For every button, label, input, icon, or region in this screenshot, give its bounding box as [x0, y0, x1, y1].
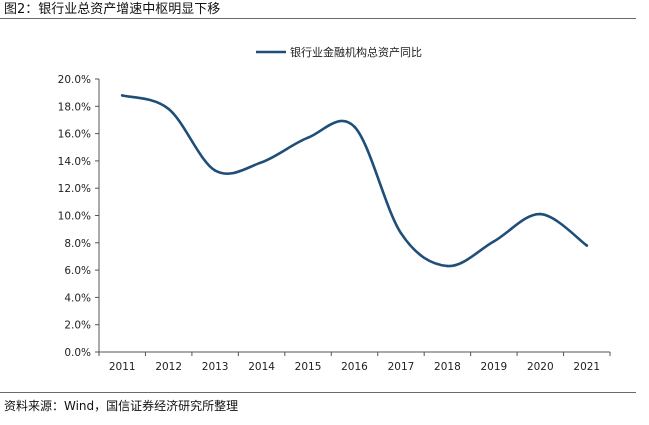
x-tick-label: 2017: [388, 361, 415, 373]
figure-title: 图2：银行业总资产增速中枢明显下移: [4, 2, 221, 17]
x-tick-label: 2016: [341, 361, 368, 373]
y-tick-label: 4.0%: [64, 292, 91, 304]
x-tick-label: 2019: [480, 361, 507, 373]
y-tick-label: 2.0%: [64, 320, 91, 332]
data-point: [585, 244, 589, 247]
x-tick-label: 2012: [155, 361, 182, 373]
x-tick-label: 2021: [573, 361, 600, 373]
data-point: [353, 125, 356, 129]
data-point: [167, 107, 170, 111]
y-tick-label: 16.0%: [58, 129, 91, 141]
y-tick-label: 20.0%: [58, 74, 91, 86]
y-tick-label: 18.0%: [58, 101, 91, 113]
x-tick-label: 2015: [295, 361, 322, 373]
x-tick-label: 2013: [202, 361, 229, 373]
x-tick-label: 2011: [109, 361, 136, 373]
data-point: [306, 136, 310, 139]
legend-label: 银行业金融机构总资产同比: [290, 45, 422, 59]
source-note: 资料来源：Wind，国信证券经济研究所整理: [4, 399, 239, 413]
y-tick-label: 0.0%: [64, 347, 91, 359]
y-tick-label: 10.0%: [58, 211, 91, 223]
data-point: [260, 161, 263, 164]
source-divider: [0, 392, 636, 393]
y-tick-label: 8.0%: [64, 238, 91, 250]
series-line: [120, 94, 589, 268]
data-point: [120, 94, 124, 97]
data-point: [213, 169, 217, 172]
y-tick-label: 14.0%: [58, 156, 91, 168]
x-tick-label: 2020: [527, 361, 554, 373]
x-tick-label: 2018: [434, 361, 461, 373]
data-point: [446, 264, 449, 268]
title-divider: [0, 18, 636, 19]
x-tick-label: 2014: [248, 361, 275, 373]
data-point: [492, 240, 496, 243]
y-tick-label: 6.0%: [64, 265, 91, 277]
data-point: [539, 212, 542, 216]
y-tick-label: 12.0%: [58, 183, 91, 195]
data-point: [399, 231, 403, 235]
